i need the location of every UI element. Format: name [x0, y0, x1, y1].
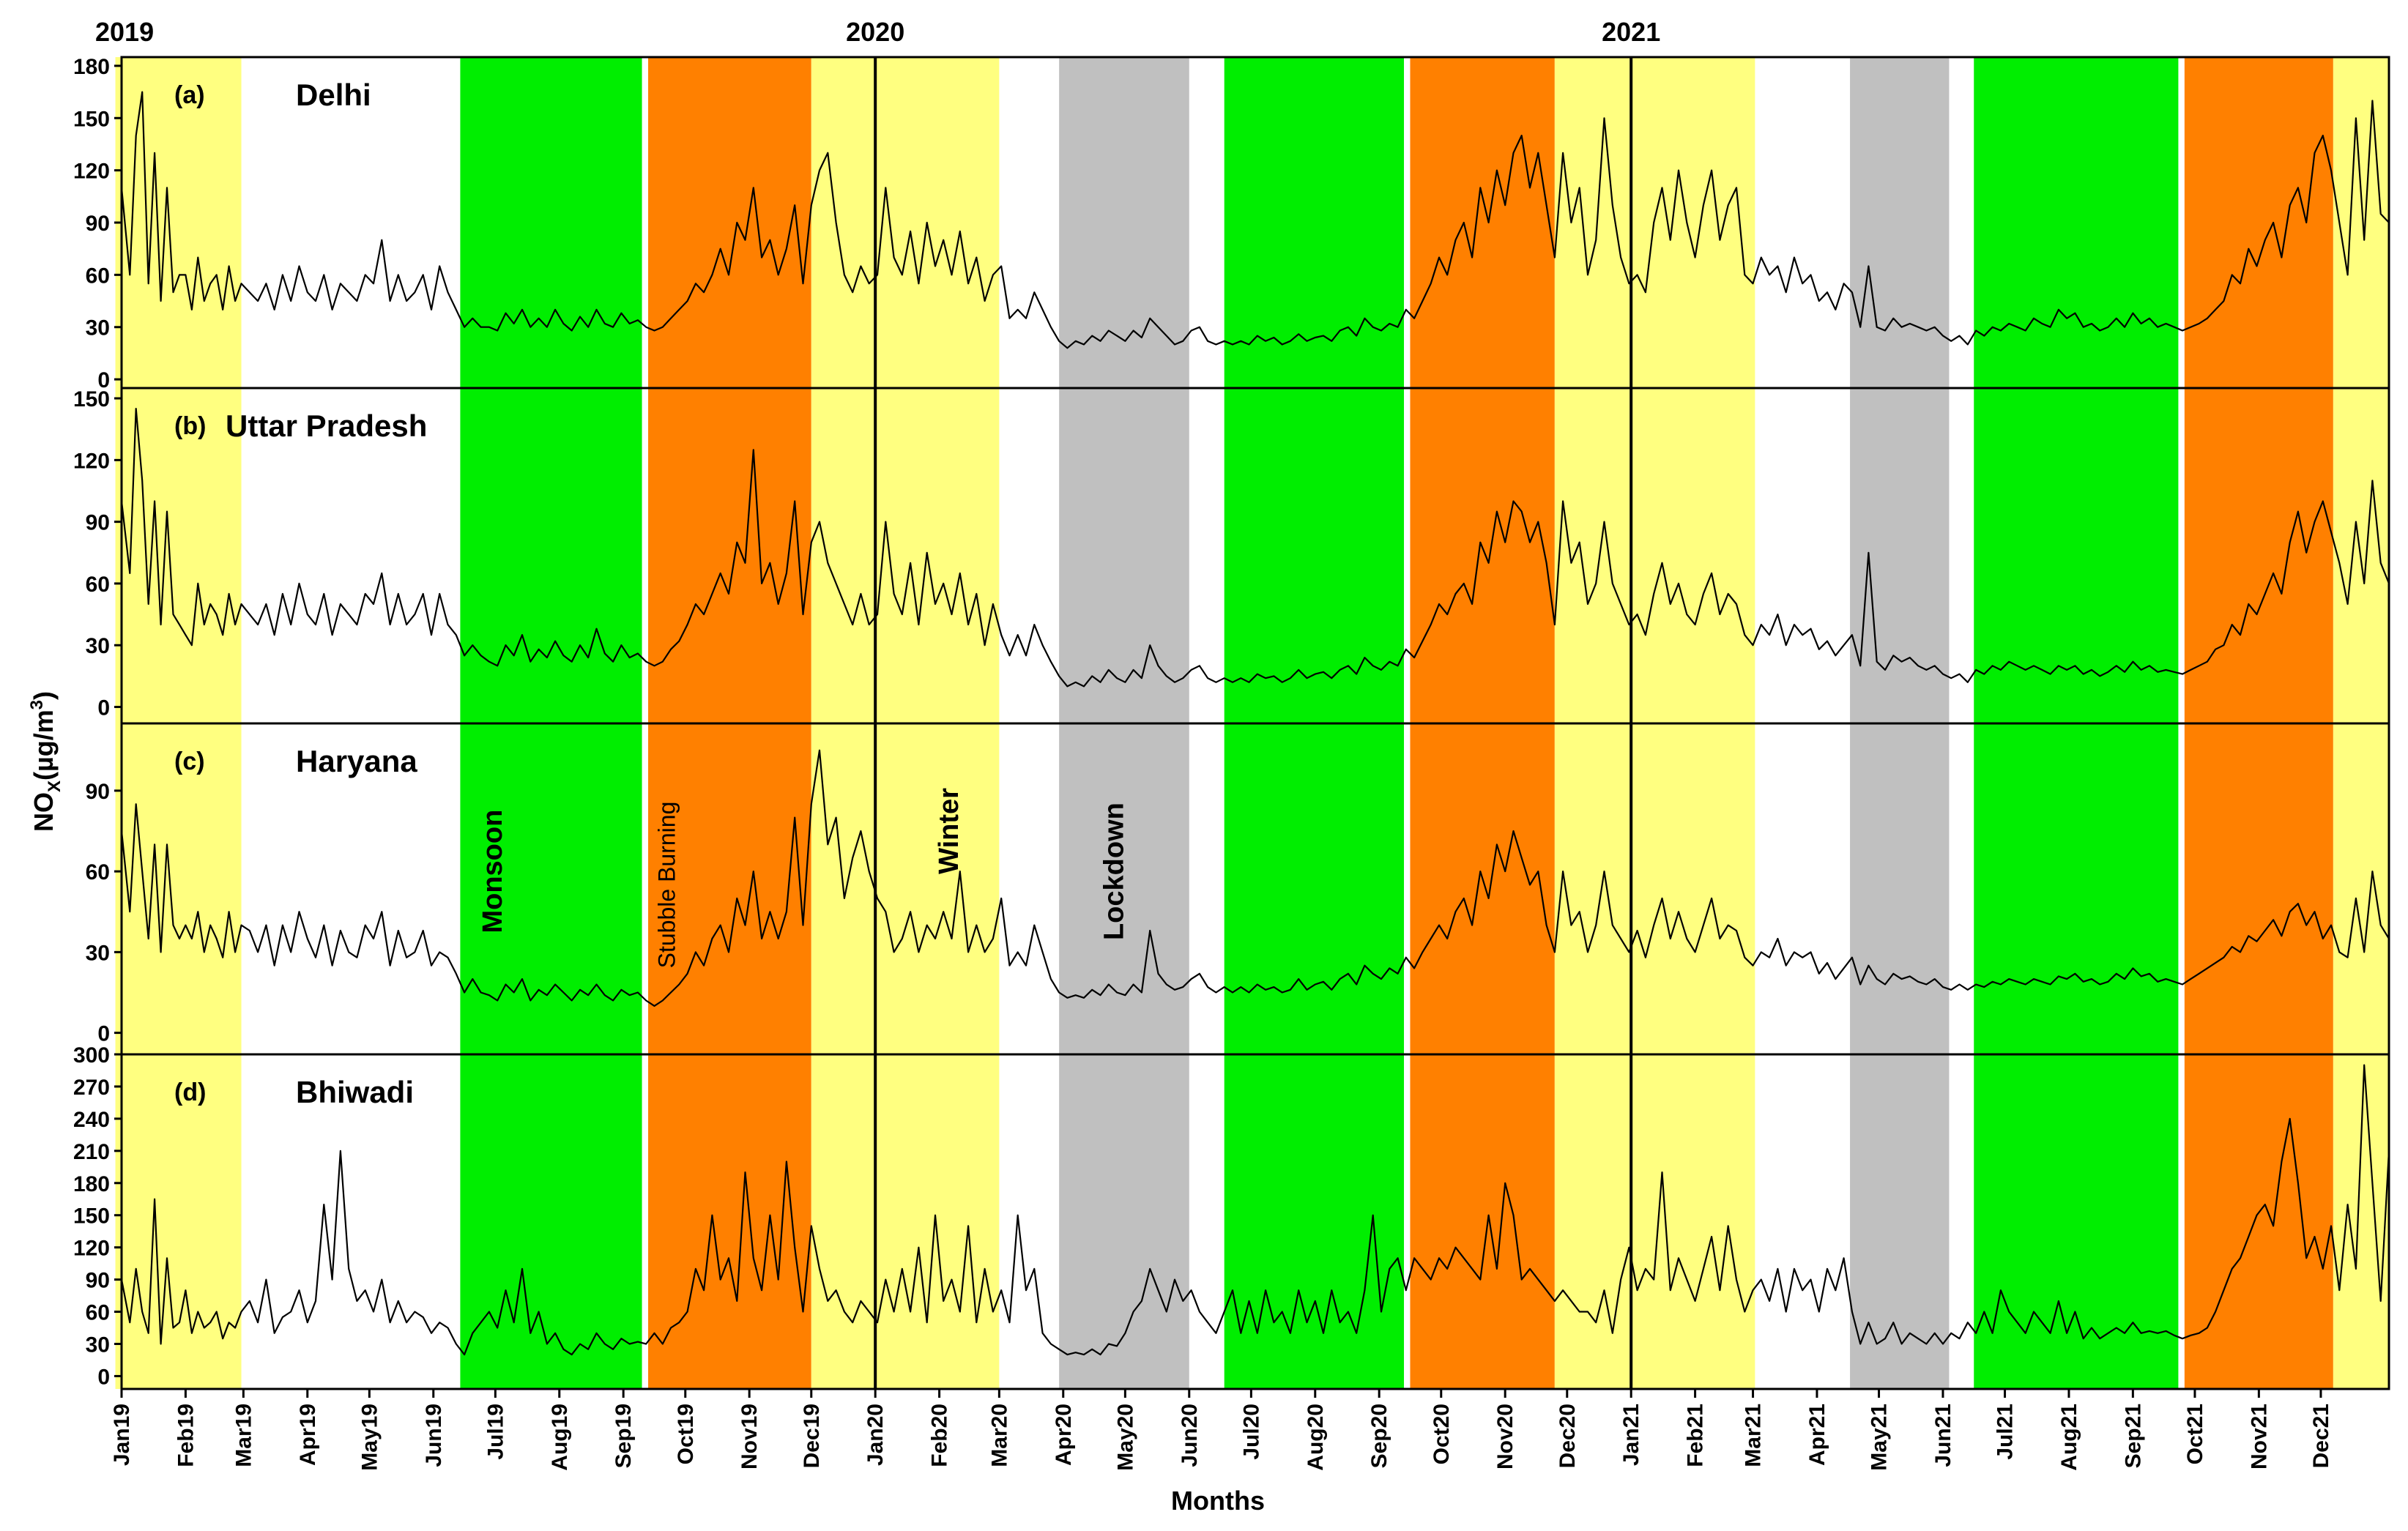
y-tick-label: 90 [86, 212, 110, 236]
y-tick-label: 30 [86, 1333, 110, 1357]
panel-name: Bhiwadi [296, 1075, 414, 1109]
y-tick-label: 0 [97, 368, 110, 392]
x-tick-label: Jul21 [1993, 1404, 2018, 1460]
x-tick-label: Mar21 [1742, 1404, 1766, 1467]
series-line-haryana [120, 749, 2390, 1007]
y-axis-title-unit: (µg/m [29, 709, 59, 781]
x-tick-label: May19 [357, 1404, 382, 1471]
x-tick-label: Sep20 [1367, 1404, 1391, 1468]
x-tick-label: Nov21 [2247, 1404, 2271, 1469]
x-tick-label: Jan20 [863, 1404, 888, 1466]
y-axis-title: NOX(µg/m3) [27, 691, 64, 832]
y-tick-label: 180 [73, 1172, 110, 1196]
panel-name: Delhi [296, 78, 371, 112]
x-tick-label: Jan19 [110, 1404, 134, 1466]
x-axis-title: Months [1171, 1486, 1265, 1516]
x-tick-label: Sep19 [612, 1404, 636, 1468]
x-tick-label: Feb19 [174, 1404, 198, 1467]
y-axis-title-close: ) [29, 691, 59, 700]
y-tick-label: 60 [86, 264, 110, 288]
y-tick-label: 210 [73, 1140, 110, 1164]
x-tick-label: Mar19 [231, 1404, 256, 1467]
y-tick-label: 0 [97, 1365, 110, 1389]
panel-name: Haryana [296, 744, 417, 778]
x-tick-label: Apr20 [1052, 1404, 1076, 1466]
x-tick-label: Nov20 [1493, 1404, 1517, 1469]
x-tick-label: Mar20 [987, 1404, 1011, 1467]
y-tick-label: 60 [86, 860, 110, 884]
x-tick-label: Apr21 [1805, 1404, 1829, 1466]
x-tick-label: Feb20 [928, 1404, 952, 1467]
year-label: 2020 [846, 17, 904, 47]
y-tick-label: 150 [73, 1204, 110, 1229]
x-tick-label: Jun21 [1931, 1404, 1955, 1467]
season-annotation: Stubble Burning [654, 802, 680, 969]
y-tick-label: 30 [86, 316, 110, 340]
season-annotation: Winter [934, 788, 965, 874]
year-label: 2019 [95, 17, 154, 47]
y-axis-title-subscript: X [45, 781, 64, 792]
x-tick-label: Dec20 [1556, 1404, 1580, 1468]
x-tick-label: May21 [1868, 1404, 1892, 1471]
x-tick-label: Oct21 [2183, 1404, 2207, 1464]
panel-id: (d) [174, 1079, 206, 1106]
x-tick-label: May20 [1113, 1404, 1137, 1471]
labels: 0 30 60 90 120 150 180 (a) Delhi 0 30 60 90 120 150 (b)… [73, 17, 2333, 1471]
series-line-delhi [120, 91, 2390, 349]
x-tick-label: Jan21 [1619, 1404, 1643, 1466]
x-tick-label: Jul19 [483, 1404, 508, 1460]
y-tick-label: 90 [86, 511, 110, 535]
y-tick-label: 30 [86, 634, 110, 658]
x-tick-label: Aug21 [2057, 1404, 2081, 1471]
x-tick-label: Jun19 [422, 1404, 446, 1467]
x-tick-label: Jun20 [1178, 1404, 1202, 1467]
panel-frame [120, 1053, 2390, 1390]
y-tick-label: 60 [86, 1301, 110, 1325]
panel-id: (c) [174, 748, 205, 775]
y-tick-label: 90 [86, 1269, 110, 1293]
y-axis-title-group: NOX(µg/m3) [27, 691, 64, 832]
y-tick-label: 90 [86, 780, 110, 804]
y-tick-label: 30 [86, 941, 110, 965]
y-tick-label: 270 [73, 1076, 110, 1100]
y-tick-label: 300 [73, 1043, 110, 1068]
x-tick-label: Dec19 [800, 1404, 824, 1468]
x-tick-label: Aug19 [548, 1404, 572, 1471]
y-tick-label: 120 [73, 160, 110, 184]
x-tick-label: Apr19 [296, 1404, 320, 1466]
y-tick-label: 60 [86, 573, 110, 597]
x-tick-label: Jul20 [1239, 1404, 1263, 1460]
panel-id: (a) [174, 81, 205, 109]
x-tick-label: Oct20 [1430, 1404, 1454, 1464]
x-tick-label: Oct19 [674, 1404, 698, 1464]
data-series [120, 91, 2390, 1356]
x-tick-label: Nov19 [737, 1404, 762, 1469]
y-tick-label: 240 [73, 1108, 110, 1132]
series-line-bhiwadi [120, 1064, 2390, 1356]
x-tick-label: Sep21 [2121, 1404, 2145, 1468]
y-tick-label: 120 [73, 449, 110, 473]
x-tick-label: Aug20 [1304, 1404, 1328, 1471]
panel-id: (b) [174, 412, 206, 440]
y-tick-label: 0 [97, 696, 110, 720]
y-tick-label: 150 [73, 387, 110, 411]
y-tick-label: 0 [97, 1022, 110, 1046]
y-axis-title-superscript: 3 [27, 700, 47, 709]
season-annotation: Monsoon [477, 810, 508, 934]
year-label: 2021 [1602, 17, 1660, 47]
y-tick-label: 150 [73, 107, 110, 131]
y-tick-label: 120 [73, 1237, 110, 1261]
y-axis-title-main: NO [29, 792, 59, 832]
season-annotation: Lockdown [1099, 802, 1130, 940]
panel-name: Uttar Pradesh [226, 409, 427, 443]
x-tick-label: Dec21 [2309, 1404, 2333, 1468]
y-tick-label: 180 [73, 55, 110, 79]
series-line-uttar-pradesh [120, 407, 2390, 688]
x-tick-label: Feb21 [1684, 1404, 1708, 1467]
